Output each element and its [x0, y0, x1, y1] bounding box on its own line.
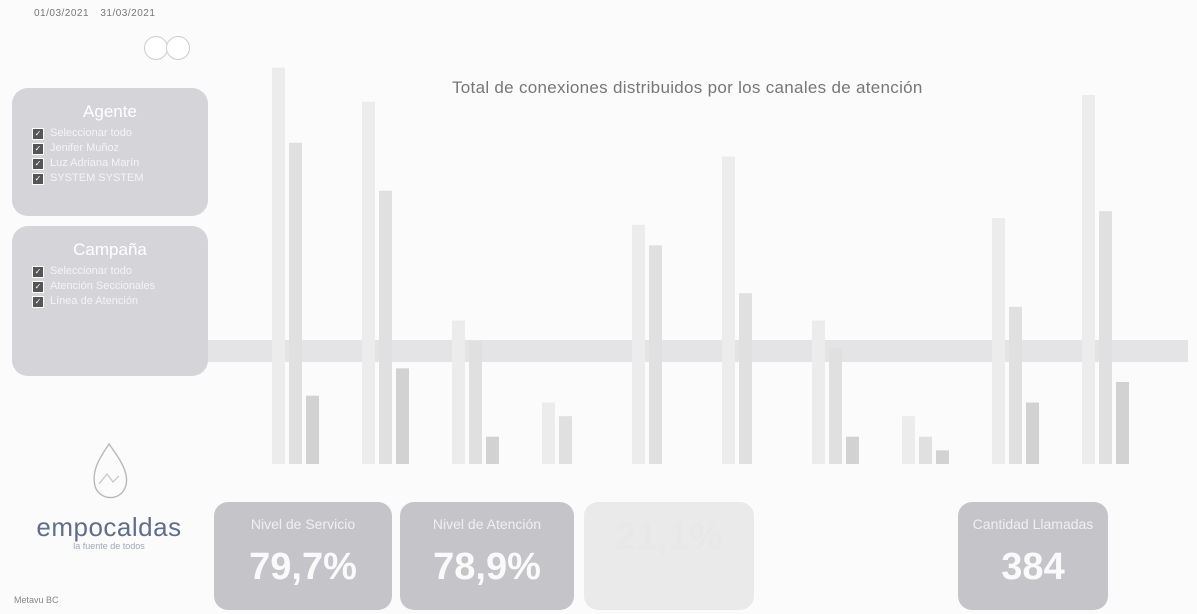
filter-option[interactable]: ✓ Atención Seccionales: [32, 279, 208, 294]
chart-bar: [846, 436, 859, 464]
filter-option-label: Línea de Atención: [50, 295, 139, 307]
chart-bar: [829, 347, 842, 464]
view-toggle[interactable]: [144, 36, 191, 65]
filter-option[interactable]: ✓ Seleccionar todo: [32, 264, 208, 279]
chart-bar: [1116, 382, 1129, 464]
campana-filter-title: Campaña: [73, 240, 147, 259]
chart-bar: [379, 190, 392, 464]
kpi-label: Nivel de Atención: [432, 516, 542, 532]
date-from: 01/03/2021: [34, 8, 90, 19]
kpi-value: 384: [1001, 546, 1065, 588]
toggle-circle-icon[interactable]: [144, 36, 168, 60]
filter-option[interactable]: ✓ Seleccionar todo: [32, 126, 208, 141]
kpi-label: Cantidad Llamadas: [972, 516, 1094, 532]
chart-bar: [902, 416, 915, 464]
logo-name: empocaldas: [36, 512, 182, 542]
filter-option-label: Atención Seccionales: [50, 280, 156, 292]
filter-option-label: Luz Adriana Marín: [50, 157, 140, 169]
chart-bar: [739, 293, 752, 464]
filter-option[interactable]: ✓ Jenifer Muñoz: [32, 141, 208, 156]
chart-bar: [306, 395, 319, 464]
campana-filter-panel: Campaña ✓ Seleccionar todo ✓ Atención Secci…: [12, 226, 208, 376]
chart-bar: [469, 341, 482, 464]
chart-bar: [992, 218, 1005, 464]
checkbox-checked-icon[interactable]: ✓: [32, 172, 44, 185]
chart-bar: [362, 101, 375, 465]
chart-bar: [812, 320, 825, 464]
chart-bar: [936, 450, 949, 464]
chart-bar: [289, 142, 302, 464]
filter-option-label: Jenifer Muñoz: [50, 142, 120, 154]
chart-bar: [1099, 211, 1112, 464]
checkbox-checked-icon[interactable]: ✓: [32, 157, 44, 170]
chart-bar: [559, 416, 572, 464]
filter-option-label: SYSTEM SYSTEM: [50, 172, 144, 184]
chart-bar: [486, 436, 499, 464]
kpi-value: 78,9%: [433, 546, 541, 588]
date-range[interactable]: 01/03/2021 31/03/2021: [34, 8, 163, 19]
filter-option[interactable]: ✓ SYSTEM SYSTEM: [32, 171, 208, 186]
kpi-card-nivel-atencion: Nivel de Atención 78,9%: [400, 502, 574, 610]
filter-option[interactable]: ✓ Línea de Atención: [32, 294, 208, 309]
filter-option-label: Seleccionar todo: [50, 127, 132, 139]
checkbox-checked-icon[interactable]: ✓: [32, 265, 44, 278]
checkbox-checked-icon[interactable]: ✓: [32, 295, 44, 308]
date-to: 31/03/2021: [100, 8, 156, 19]
chart-bar: [649, 245, 662, 464]
chart-bar: [396, 368, 409, 464]
chart-title: Total de conexiones distribuidos por los…: [452, 78, 923, 97]
checkbox-checked-icon[interactable]: ✓: [32, 142, 44, 155]
kpi-card-cantidad-llamadas: Cantidad Llamadas 384: [958, 502, 1108, 610]
kpi-card-nivel-servicio: Nivel de Servicio 79,7%: [214, 502, 392, 610]
logo-tagline: la fuente de todos: [73, 541, 145, 551]
agente-filter-panel: Agente ✓ Seleccionar todo ✓ Jenifer Muñoz ✓ L…: [12, 88, 208, 216]
mountain-logo-icon: [93, 442, 128, 499]
bar-chart: [272, 67, 1129, 465]
checkbox-checked-icon[interactable]: ✓: [32, 280, 44, 293]
chart-bar: [452, 320, 465, 464]
kpi-value: 79,7%: [249, 546, 357, 588]
kpi-label: Nivel de Servicio: [250, 516, 356, 532]
chart-bar: [722, 156, 735, 464]
chart-bar: [632, 224, 645, 464]
agente-filter-title: Agente: [83, 102, 137, 121]
kpi-value: 21,1%: [615, 516, 723, 558]
filter-option-label: Seleccionar todo: [50, 265, 132, 277]
chart-bar: [1026, 402, 1039, 464]
campana-filter-list: ✓ Seleccionar todo ✓ Atención Seccionales ✓ L…: [12, 264, 208, 309]
checkbox-checked-icon[interactable]: ✓: [32, 127, 44, 140]
chart-bar: [919, 436, 932, 464]
chart-bar: [1082, 95, 1095, 464]
footer-text: Metavu BC: [14, 595, 59, 605]
filter-option[interactable]: ✓ Luz Adriana Marín: [32, 156, 208, 171]
chart-bar: [542, 402, 555, 464]
kpi-card-abandono: 21,1%: [584, 502, 754, 610]
chart-bar: [1009, 306, 1022, 464]
toggle-circle-icon[interactable]: [166, 36, 191, 60]
agente-filter-list: ✓ Seleccionar todo ✓ Jenifer Muñoz ✓ Luz Adri…: [12, 126, 208, 186]
chart-bar: [272, 67, 285, 465]
company-logo: empocaldas la fuente de todos: [24, 440, 194, 551]
